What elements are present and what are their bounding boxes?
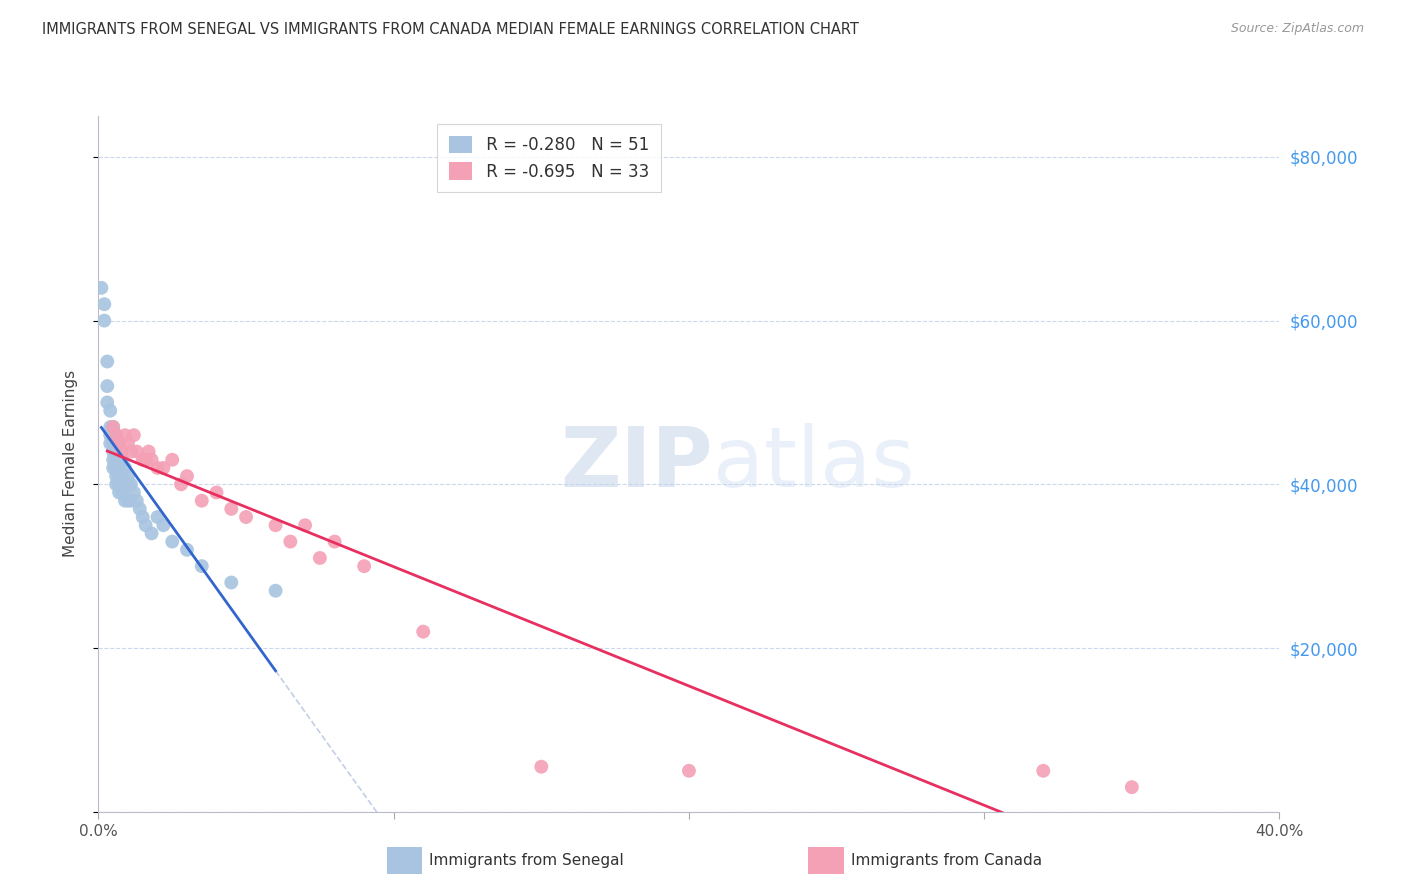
Point <box>219 501 242 516</box>
Point <box>111 469 134 483</box>
Point <box>353 559 375 574</box>
Point <box>96 354 118 368</box>
Point <box>294 518 316 533</box>
Text: IMMIGRANTS FROM SENEGAL VS IMMIGRANTS FROM CANADA MEDIAN FEMALE EARNINGS CORRELA: IMMIGRANTS FROM SENEGAL VS IMMIGRANTS FR… <box>42 22 859 37</box>
Point <box>530 760 553 774</box>
Point <box>191 493 214 508</box>
Point <box>98 428 121 442</box>
Point <box>138 444 160 458</box>
Point <box>120 493 142 508</box>
Point <box>1032 764 1054 778</box>
Point <box>278 534 302 549</box>
Point <box>678 764 700 778</box>
Point <box>96 395 118 409</box>
Point <box>162 452 183 467</box>
Point <box>412 624 434 639</box>
Point <box>111 452 134 467</box>
Point <box>122 485 145 500</box>
Point <box>105 469 128 483</box>
Point <box>105 428 128 442</box>
Point <box>108 436 131 450</box>
Point <box>108 452 131 467</box>
Point <box>176 469 198 483</box>
Point <box>117 469 139 483</box>
Point <box>93 297 115 311</box>
Point <box>117 436 139 450</box>
Point <box>120 477 142 491</box>
Point <box>135 452 157 467</box>
Point <box>141 452 163 467</box>
Point <box>135 518 157 533</box>
Point <box>152 461 174 475</box>
Point <box>125 444 148 458</box>
Point <box>141 526 163 541</box>
Text: ZIP: ZIP <box>560 424 713 504</box>
Point <box>128 501 150 516</box>
Point <box>103 452 125 467</box>
Point <box>108 461 131 475</box>
Point <box>105 428 128 442</box>
Point <box>1121 780 1143 794</box>
Point <box>235 510 257 524</box>
Point <box>170 477 193 491</box>
Point <box>114 477 136 491</box>
Point <box>111 444 134 458</box>
Point <box>111 485 134 500</box>
Point <box>103 461 125 475</box>
Point <box>93 313 115 327</box>
Point <box>114 461 136 475</box>
Point <box>205 485 228 500</box>
Legend:  R = -0.280   N = 51,  R = -0.695   N = 33: R = -0.280 N = 51, R = -0.695 N = 33 <box>437 124 661 193</box>
Point <box>323 534 346 549</box>
Point <box>114 493 136 508</box>
Text: Immigrants from Canada: Immigrants from Canada <box>851 854 1042 868</box>
Point <box>108 485 131 500</box>
Point <box>117 493 139 508</box>
Point <box>162 534 183 549</box>
Point <box>132 510 155 524</box>
Point <box>96 379 118 393</box>
Point <box>120 444 142 458</box>
Point <box>108 477 131 491</box>
Point <box>103 436 125 450</box>
Point <box>103 420 125 434</box>
Point <box>191 559 214 574</box>
Point <box>264 583 287 598</box>
Point <box>90 281 112 295</box>
Point <box>105 477 128 491</box>
Text: Source: ZipAtlas.com: Source: ZipAtlas.com <box>1230 22 1364 36</box>
Point <box>122 428 145 442</box>
Point <box>125 493 148 508</box>
Text: Immigrants from Senegal: Immigrants from Senegal <box>429 854 624 868</box>
Point <box>146 461 169 475</box>
Point <box>105 444 128 458</box>
Point <box>114 428 136 442</box>
Point <box>152 518 174 533</box>
Point <box>98 403 121 417</box>
Text: atlas: atlas <box>713 424 914 504</box>
Point <box>176 542 198 557</box>
Y-axis label: Median Female Earnings: Median Female Earnings <box>63 370 77 558</box>
Point <box>146 510 169 524</box>
Point <box>309 551 332 566</box>
Point <box>108 436 131 450</box>
Point <box>98 436 121 450</box>
Point <box>108 469 131 483</box>
Point <box>103 420 125 434</box>
Point <box>105 461 128 475</box>
Point <box>219 575 242 590</box>
Point <box>264 518 287 533</box>
Point <box>117 477 139 491</box>
Point <box>103 444 125 458</box>
Point <box>98 420 121 434</box>
Point <box>132 452 155 467</box>
Point <box>105 452 128 467</box>
